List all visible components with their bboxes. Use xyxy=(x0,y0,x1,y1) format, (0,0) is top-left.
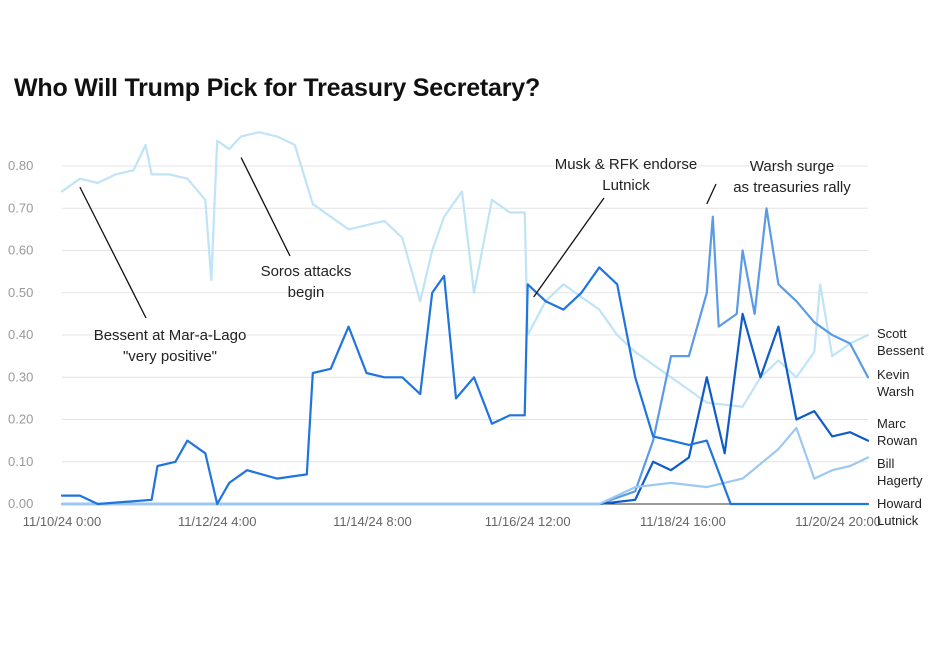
x-tick-label: 11/16/24 12:00 xyxy=(485,514,571,529)
y-axis: 0.00 0.10 0.20 0.30 0.40 0.50 0.60 0.70 0.80 xyxy=(8,158,33,511)
annotation-text: Lutnick xyxy=(602,177,650,194)
annotation-text: as treasuries rally xyxy=(733,179,851,196)
annotations: Bessent at Mar-a-Lago "very positive" Soro… xyxy=(79,156,851,365)
series-lines xyxy=(60,131,870,506)
y-tick-label: 0.20 xyxy=(8,412,33,427)
x-tick-label: 11/14/24 8:00 xyxy=(333,514,412,529)
series-label-marc-rowan: Rowan xyxy=(877,433,917,448)
series-label-howard-lutnick: Lutnick xyxy=(877,513,919,528)
annotation-leader xyxy=(240,157,291,257)
x-tick-label: 11/10/24 0:00 xyxy=(23,514,102,529)
series-line-howard-lutnick xyxy=(60,266,870,506)
x-axis: 11/10/24 0:00 11/12/24 4:00 11/14/24 8:00 1… xyxy=(23,514,881,529)
y-tick-label: 0.40 xyxy=(8,327,33,342)
annotation-leader xyxy=(533,197,605,298)
y-tick-label: 0.10 xyxy=(8,454,33,469)
y-tick-label: 0.30 xyxy=(8,369,33,384)
series-label-bill-hagerty: Hagerty xyxy=(877,473,923,488)
annotation-text: Musk & RFK endorse xyxy=(555,156,698,173)
annotation-text: Bessent at Mar-a-Lago xyxy=(94,327,247,344)
series-label-scott-bessent: Scott xyxy=(877,326,907,341)
annotation-text: Soros attacks xyxy=(261,263,352,280)
series-label-kevin-warsh: Kevin xyxy=(877,367,910,382)
series-line-bill-hagerty xyxy=(60,426,870,506)
series-line-marc-rowan xyxy=(60,312,870,506)
series-label-howard-lutnick: Howard xyxy=(877,496,922,511)
series-labels: Scott Bessent Kevin Warsh Marc Rowan Bill Hager… xyxy=(877,326,924,528)
chart-title: Who Will Trump Pick for Treasury Secreta… xyxy=(14,74,541,102)
y-tick-label: 0.70 xyxy=(8,200,33,215)
series-label-marc-rowan: Marc xyxy=(877,416,906,431)
series-label-kevin-warsh: Warsh xyxy=(877,384,914,399)
series-line-kevin-warsh xyxy=(60,207,870,506)
annotation-text: begin xyxy=(288,284,325,301)
x-tick-label: 11/12/24 4:00 xyxy=(178,514,257,529)
series-label-scott-bessent: Bessent xyxy=(877,343,924,358)
y-tick-label: 0.50 xyxy=(8,285,33,300)
annotation-text: Warsh surge xyxy=(750,158,834,175)
annotation-leader xyxy=(79,186,147,319)
y-tick-label: 0.80 xyxy=(8,158,33,173)
annotation-leader xyxy=(706,183,717,205)
annotation-text: "very positive" xyxy=(123,348,217,365)
x-tick-label: 11/18/24 16:00 xyxy=(640,514,726,529)
series-label-bill-hagerty: Bill xyxy=(877,456,894,471)
y-tick-label: 0.60 xyxy=(8,243,33,258)
x-tick-label: 11/20/24 20:00 xyxy=(795,514,881,529)
y-tick-label: 0.00 xyxy=(8,496,33,511)
